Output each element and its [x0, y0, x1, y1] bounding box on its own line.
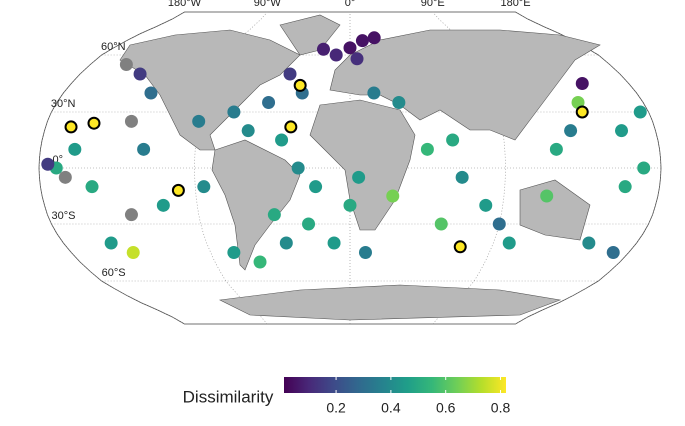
meridian: [38, 11, 185, 325]
site: [434, 217, 448, 231]
lat-label: 30°N: [51, 98, 76, 110]
lon-label: 90°W: [254, 0, 282, 9]
site: [367, 31, 381, 45]
site: [355, 34, 369, 48]
site: [615, 124, 629, 138]
colorbar-title: Dissimilarity: [183, 387, 274, 406]
highlighted-site: [171, 183, 185, 197]
site: [197, 180, 211, 194]
australia: [519, 179, 591, 241]
site: [582, 236, 596, 250]
site: [633, 105, 647, 119]
site: [227, 105, 241, 119]
highlighted-site: [64, 120, 78, 134]
colorbar-tick-label: 0.4: [381, 400, 401, 416]
site: [119, 58, 133, 71]
site: [329, 48, 343, 62]
site: [267, 208, 281, 222]
site: [85, 180, 99, 194]
colorbar-tick-label: 0.8: [491, 400, 511, 416]
site: [492, 217, 506, 231]
site: [291, 161, 305, 175]
site: [275, 133, 289, 147]
site: [540, 189, 554, 203]
lat-label: 60°N: [101, 41, 126, 53]
lat-label: 0°: [52, 154, 63, 166]
site: [124, 114, 138, 128]
site: [446, 133, 460, 147]
antarctica: [218, 284, 562, 321]
site: [241, 124, 255, 138]
site: [343, 41, 357, 55]
south-america: [211, 139, 301, 271]
africa: [309, 99, 416, 231]
lon-label: 0°: [345, 0, 356, 9]
lat-label: 60°S: [102, 267, 126, 279]
site: [302, 217, 316, 231]
site: [618, 180, 632, 194]
eurasia: [329, 29, 601, 141]
site: [126, 246, 140, 259]
site: [455, 170, 469, 184]
highlighted-site: [87, 116, 101, 130]
colorbar-tick-label: 0.6: [436, 400, 456, 416]
highlighted-site: [284, 120, 298, 134]
site: [309, 180, 323, 194]
site: [133, 67, 147, 81]
colorbar-tick-label: 0.2: [326, 400, 346, 416]
site: [392, 96, 406, 109]
greenland: [279, 14, 341, 56]
site: [192, 114, 206, 128]
site: [68, 142, 82, 156]
site: [253, 255, 267, 269]
highlighted-site: [293, 78, 307, 92]
site: [502, 236, 516, 250]
site: [575, 77, 589, 90]
site: [144, 86, 158, 100]
site: [104, 236, 118, 250]
site: [327, 236, 341, 250]
highlighted-site: [575, 105, 589, 119]
site: [283, 67, 297, 81]
site: [343, 198, 357, 212]
site: [350, 52, 364, 66]
site: [367, 86, 381, 100]
site: [420, 142, 434, 156]
site: [279, 236, 293, 250]
site: [137, 142, 151, 156]
site: [564, 124, 578, 138]
site: [386, 189, 400, 203]
north-america: [119, 29, 301, 151]
site: [41, 157, 55, 171]
highlighted-site: [453, 240, 467, 254]
lon-label: 90°E: [421, 0, 445, 9]
site: [358, 246, 372, 259]
site: [549, 142, 563, 156]
site: [479, 198, 493, 212]
site: [262, 96, 276, 109]
lat-label: 30°S: [51, 210, 75, 222]
site: [124, 208, 138, 222]
lon-label: 180°E: [500, 0, 530, 9]
lon-label: 180°W: [168, 0, 202, 9]
meridian: [515, 11, 662, 325]
site: [637, 161, 651, 175]
site: [58, 170, 72, 184]
colorbar: [284, 377, 506, 393]
site: [227, 246, 241, 259]
site: [352, 170, 366, 184]
site: [316, 42, 330, 56]
site: [156, 198, 170, 212]
site: [606, 246, 620, 259]
